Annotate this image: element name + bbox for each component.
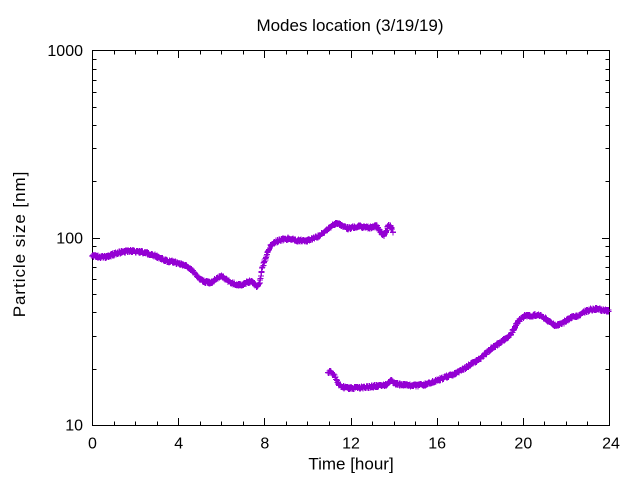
svg-text:10: 10 [65, 418, 83, 435]
svg-text:8: 8 [260, 436, 269, 453]
svg-text:Modes location (3/19/19): Modes location (3/19/19) [256, 16, 443, 35]
svg-text:100: 100 [56, 231, 83, 248]
svg-text:0: 0 [88, 436, 97, 453]
svg-text:12: 12 [342, 436, 360, 453]
svg-text:1000: 1000 [47, 43, 83, 60]
svg-text:Time [hour]: Time [hour] [308, 455, 393, 474]
svg-text:4: 4 [174, 436, 183, 453]
svg-text:24: 24 [602, 436, 620, 453]
svg-text:20: 20 [514, 436, 532, 453]
svg-text:16: 16 [428, 436, 446, 453]
svg-text:Particle size [nm]: Particle size [nm] [10, 171, 29, 318]
